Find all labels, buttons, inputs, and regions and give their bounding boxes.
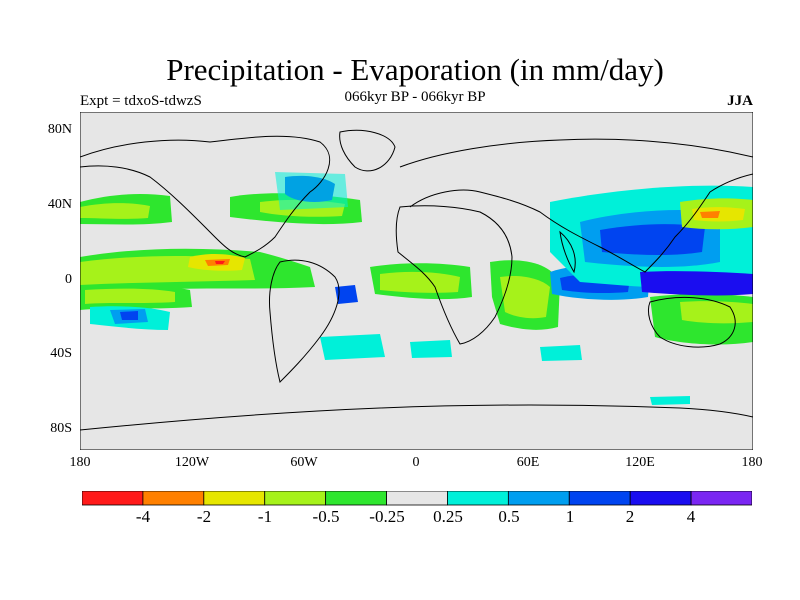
colorbar-box xyxy=(386,491,448,506)
coast-south-america xyxy=(269,259,340,383)
chart-subtitle: 066kyr BP - 066kyr BP xyxy=(344,89,486,105)
colorbar-label: -2 xyxy=(196,507,212,526)
colorbar-label: 1 xyxy=(565,507,575,526)
colorbar-box xyxy=(264,491,327,506)
patch-lime-aus xyxy=(680,301,753,324)
experiment-label: Expt = tdxoS-tdwzS xyxy=(80,93,202,109)
lon-tick-60w: 60W xyxy=(290,455,318,470)
patch-dblue-asia xyxy=(600,224,705,256)
colorbar-box xyxy=(568,491,631,506)
lat-tick-0: 0 xyxy=(65,272,72,287)
colorbar-box xyxy=(142,491,205,506)
map-plot xyxy=(80,112,753,450)
coast-antarctica xyxy=(80,404,753,431)
patch-dblue-spac xyxy=(120,311,138,320)
colorbar-label: 4 xyxy=(686,507,696,526)
lat-tick-80n: 80N xyxy=(47,122,72,137)
lon-tick-60e: 60E xyxy=(516,455,540,470)
patch-red-itcz xyxy=(215,261,225,264)
colorbar-box xyxy=(447,491,509,506)
colorbar-box xyxy=(203,491,266,506)
lat-tick-40n: 40N xyxy=(47,197,72,212)
colorbar-label: 0.5 xyxy=(498,507,520,526)
lon-tick-180w: 180 xyxy=(69,455,91,470)
colorbar-box xyxy=(629,491,692,506)
lon-tick-120w: 120W xyxy=(174,455,210,470)
patch-lime-atl xyxy=(380,271,460,293)
coast-north-america xyxy=(80,135,331,258)
patch-cyan-so3 xyxy=(650,396,690,405)
colorbar-label: -4 xyxy=(135,507,151,526)
patch-lime-spac xyxy=(85,288,175,304)
lat-tick-40s: 40S xyxy=(50,346,72,361)
patch-dblue-wpac2 xyxy=(640,271,753,296)
lon-tick-120e: 120E xyxy=(625,455,655,470)
field-patches xyxy=(80,172,753,405)
colorbar-label: -1 xyxy=(257,507,273,526)
colorbar-label: -0.5 xyxy=(312,507,340,526)
patch-cyan-so4 xyxy=(540,345,582,361)
coast-europe-asia xyxy=(399,138,753,273)
colorbar-box xyxy=(690,491,752,506)
coast-africa xyxy=(395,205,513,345)
patch-cyan-so xyxy=(320,334,385,360)
colorbar-box xyxy=(325,491,387,506)
patch-lime-afr xyxy=(500,276,550,319)
colorbar-label: -0.25 xyxy=(369,507,405,526)
colorbar-label: 0.25 xyxy=(433,507,463,526)
lon-tick-0: 0 xyxy=(412,455,420,470)
lat-tick-80s: 80S xyxy=(50,421,72,436)
colorbar xyxy=(82,491,752,506)
chart-title: Precipitation - Evaporation (in mm/day) xyxy=(166,52,664,87)
colorbar-box xyxy=(507,491,570,506)
patch-lime-npac xyxy=(80,203,150,219)
colorbar-box xyxy=(82,491,144,506)
coastlines xyxy=(80,129,753,431)
patch-cyan-so2 xyxy=(410,340,452,358)
lon-tick-180e: 180 xyxy=(741,455,763,470)
patch-orange-wpac xyxy=(700,211,720,218)
coast-australia xyxy=(647,296,736,348)
colorbar-label: 2 xyxy=(625,507,635,526)
season-label: JJA xyxy=(727,93,753,109)
patch-blue-atl xyxy=(335,285,358,304)
coast-greenland xyxy=(339,129,396,172)
coast-india xyxy=(559,230,576,274)
